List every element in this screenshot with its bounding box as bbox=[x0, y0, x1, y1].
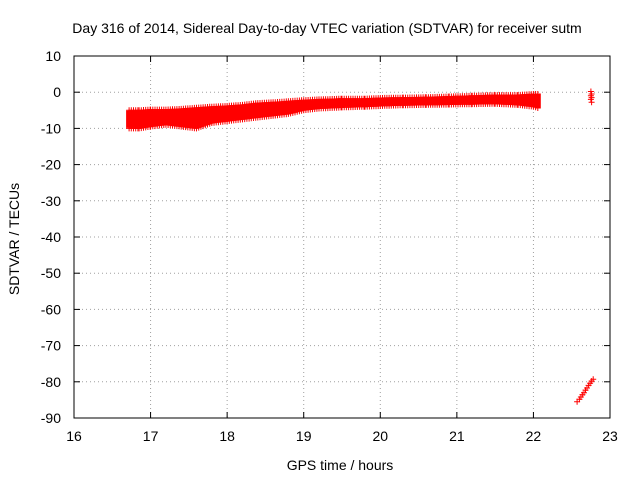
data-point bbox=[590, 376, 597, 383]
data-point bbox=[588, 99, 595, 106]
data-point bbox=[587, 96, 594, 103]
x-tick-label: 16 bbox=[66, 428, 82, 444]
y-tick-label: -40 bbox=[41, 229, 61, 245]
x-tick-label: 23 bbox=[602, 428, 618, 444]
data-point-cluster bbox=[534, 94, 541, 108]
x-axis-label: GPS time / hours bbox=[287, 457, 394, 473]
y-axis-label: SDTVAR / TECUs bbox=[6, 183, 22, 295]
x-tick-label: 20 bbox=[372, 428, 388, 444]
y-tick-label: 0 bbox=[53, 84, 61, 100]
x-tick-label: 22 bbox=[526, 428, 542, 444]
chart-title: Day 316 of 2014, Sidereal Day-to-day VTE… bbox=[72, 20, 581, 36]
x-tick-label: 17 bbox=[143, 428, 159, 444]
y-tick-label: -50 bbox=[41, 265, 61, 281]
y-tick-label: -90 bbox=[41, 410, 61, 426]
grid bbox=[74, 56, 610, 418]
x-tick-label: 18 bbox=[219, 428, 235, 444]
y-tick-label: 10 bbox=[45, 48, 61, 64]
ticks: 16 17 18 19 20 21 22 23 10 0 -10 -20 -30 -40 -50 -60 -70… bbox=[41, 48, 618, 444]
y-tick-label: -80 bbox=[41, 374, 61, 390]
y-tick-label: -10 bbox=[41, 120, 61, 136]
y-tick-label: -30 bbox=[41, 193, 61, 209]
y-tick-label: -70 bbox=[41, 338, 61, 354]
y-tick-label: -60 bbox=[41, 301, 61, 317]
x-tick-label: 19 bbox=[296, 428, 312, 444]
data-point bbox=[534, 105, 541, 111]
data-point bbox=[534, 91, 541, 97]
y-tick-label: -20 bbox=[41, 157, 61, 173]
data-points bbox=[126, 88, 597, 405]
x-tick-label: 21 bbox=[449, 428, 465, 444]
